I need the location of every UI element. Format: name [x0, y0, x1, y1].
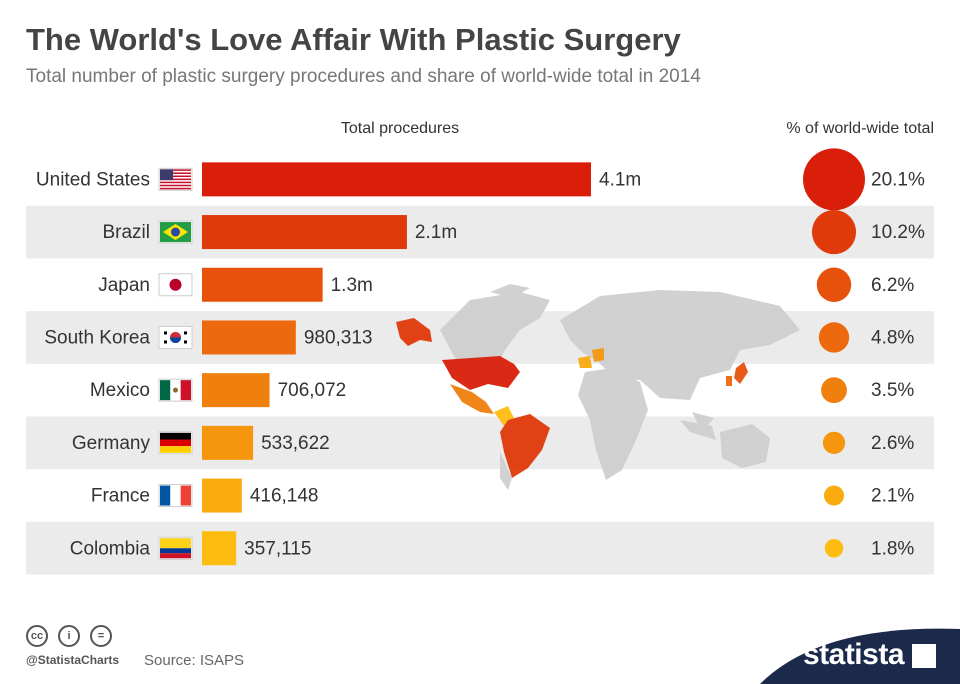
brazil-flag-icon — [158, 220, 193, 244]
share-label: 3.5% — [871, 380, 914, 401]
mexico-flag-icon — [158, 378, 193, 402]
bar — [202, 373, 270, 408]
category-label: Japan — [98, 275, 150, 296]
share-bubble — [818, 322, 850, 353]
france-flag-icon — [158, 484, 193, 508]
category-label: South Korea — [44, 327, 150, 348]
brand-band — [760, 628, 960, 684]
share-bubble — [824, 538, 844, 558]
bar-value-label: 1.3m — [331, 275, 373, 296]
bar-value-label: 357,115 — [244, 538, 311, 559]
bar-value-label: 2.1m — [415, 222, 457, 243]
bar — [202, 478, 242, 513]
bar-chart: Total procedures % of world-wide total Uni… — [26, 120, 934, 575]
share-label: 10.2% — [871, 222, 925, 243]
cc-icon: cc — [26, 625, 48, 647]
us-flag-icon — [158, 167, 193, 191]
column-header-share: % of world-wide total — [786, 120, 934, 137]
south-korea-flag-icon — [158, 325, 193, 349]
statista-mark-icon — [912, 644, 936, 668]
share-bubble — [821, 377, 847, 404]
share-label: 2.1% — [871, 486, 914, 507]
bar-value-label: 533,622 — [261, 433, 330, 454]
bar-value-label: 706,072 — [278, 380, 347, 401]
bar — [202, 425, 254, 460]
bar — [202, 531, 237, 566]
share-label: 20.1% — [871, 169, 925, 190]
bar — [202, 162, 591, 197]
share-label: 2.6% — [871, 433, 914, 454]
category-label: Mexico — [90, 380, 150, 401]
category-label: France — [91, 486, 150, 507]
bar — [202, 267, 323, 302]
share-bubble — [803, 148, 865, 211]
by-icon: i — [58, 625, 80, 647]
category-label: Germany — [72, 433, 151, 454]
world-map-icon — [396, 284, 800, 490]
share-bubble — [811, 209, 857, 255]
share-bubble — [823, 485, 845, 506]
column-header-procedures: Total procedures — [341, 120, 459, 137]
bar-value-label: 4.1m — [599, 169, 641, 190]
share-bubble — [816, 267, 852, 302]
category-label: Brazil — [102, 222, 150, 243]
share-label: 1.8% — [871, 538, 914, 559]
bar — [202, 320, 296, 355]
category-label: United States — [36, 169, 150, 190]
statista-logo: statista — [802, 638, 905, 671]
bar-value-label: 416,148 — [250, 486, 319, 507]
bar-value-label: 980,313 — [304, 327, 373, 348]
category-label: Colombia — [70, 538, 151, 559]
share-label: 6.2% — [871, 275, 914, 296]
bar — [202, 215, 407, 250]
chart-subtitle: Total number of plastic surgery procedur… — [26, 66, 701, 87]
germany-flag-icon — [158, 431, 193, 455]
chart-title: The World's Love Affair With Plastic Sur… — [26, 22, 681, 57]
nd-icon: = — [90, 625, 112, 647]
source-note: Source: ISAPS — [144, 652, 245, 669]
twitter-handle: @StatistaCharts — [26, 653, 120, 667]
share-bubble — [822, 431, 846, 454]
colombia-flag-icon — [158, 536, 193, 560]
share-label: 4.8% — [871, 327, 914, 348]
japan-flag-icon — [158, 273, 193, 297]
